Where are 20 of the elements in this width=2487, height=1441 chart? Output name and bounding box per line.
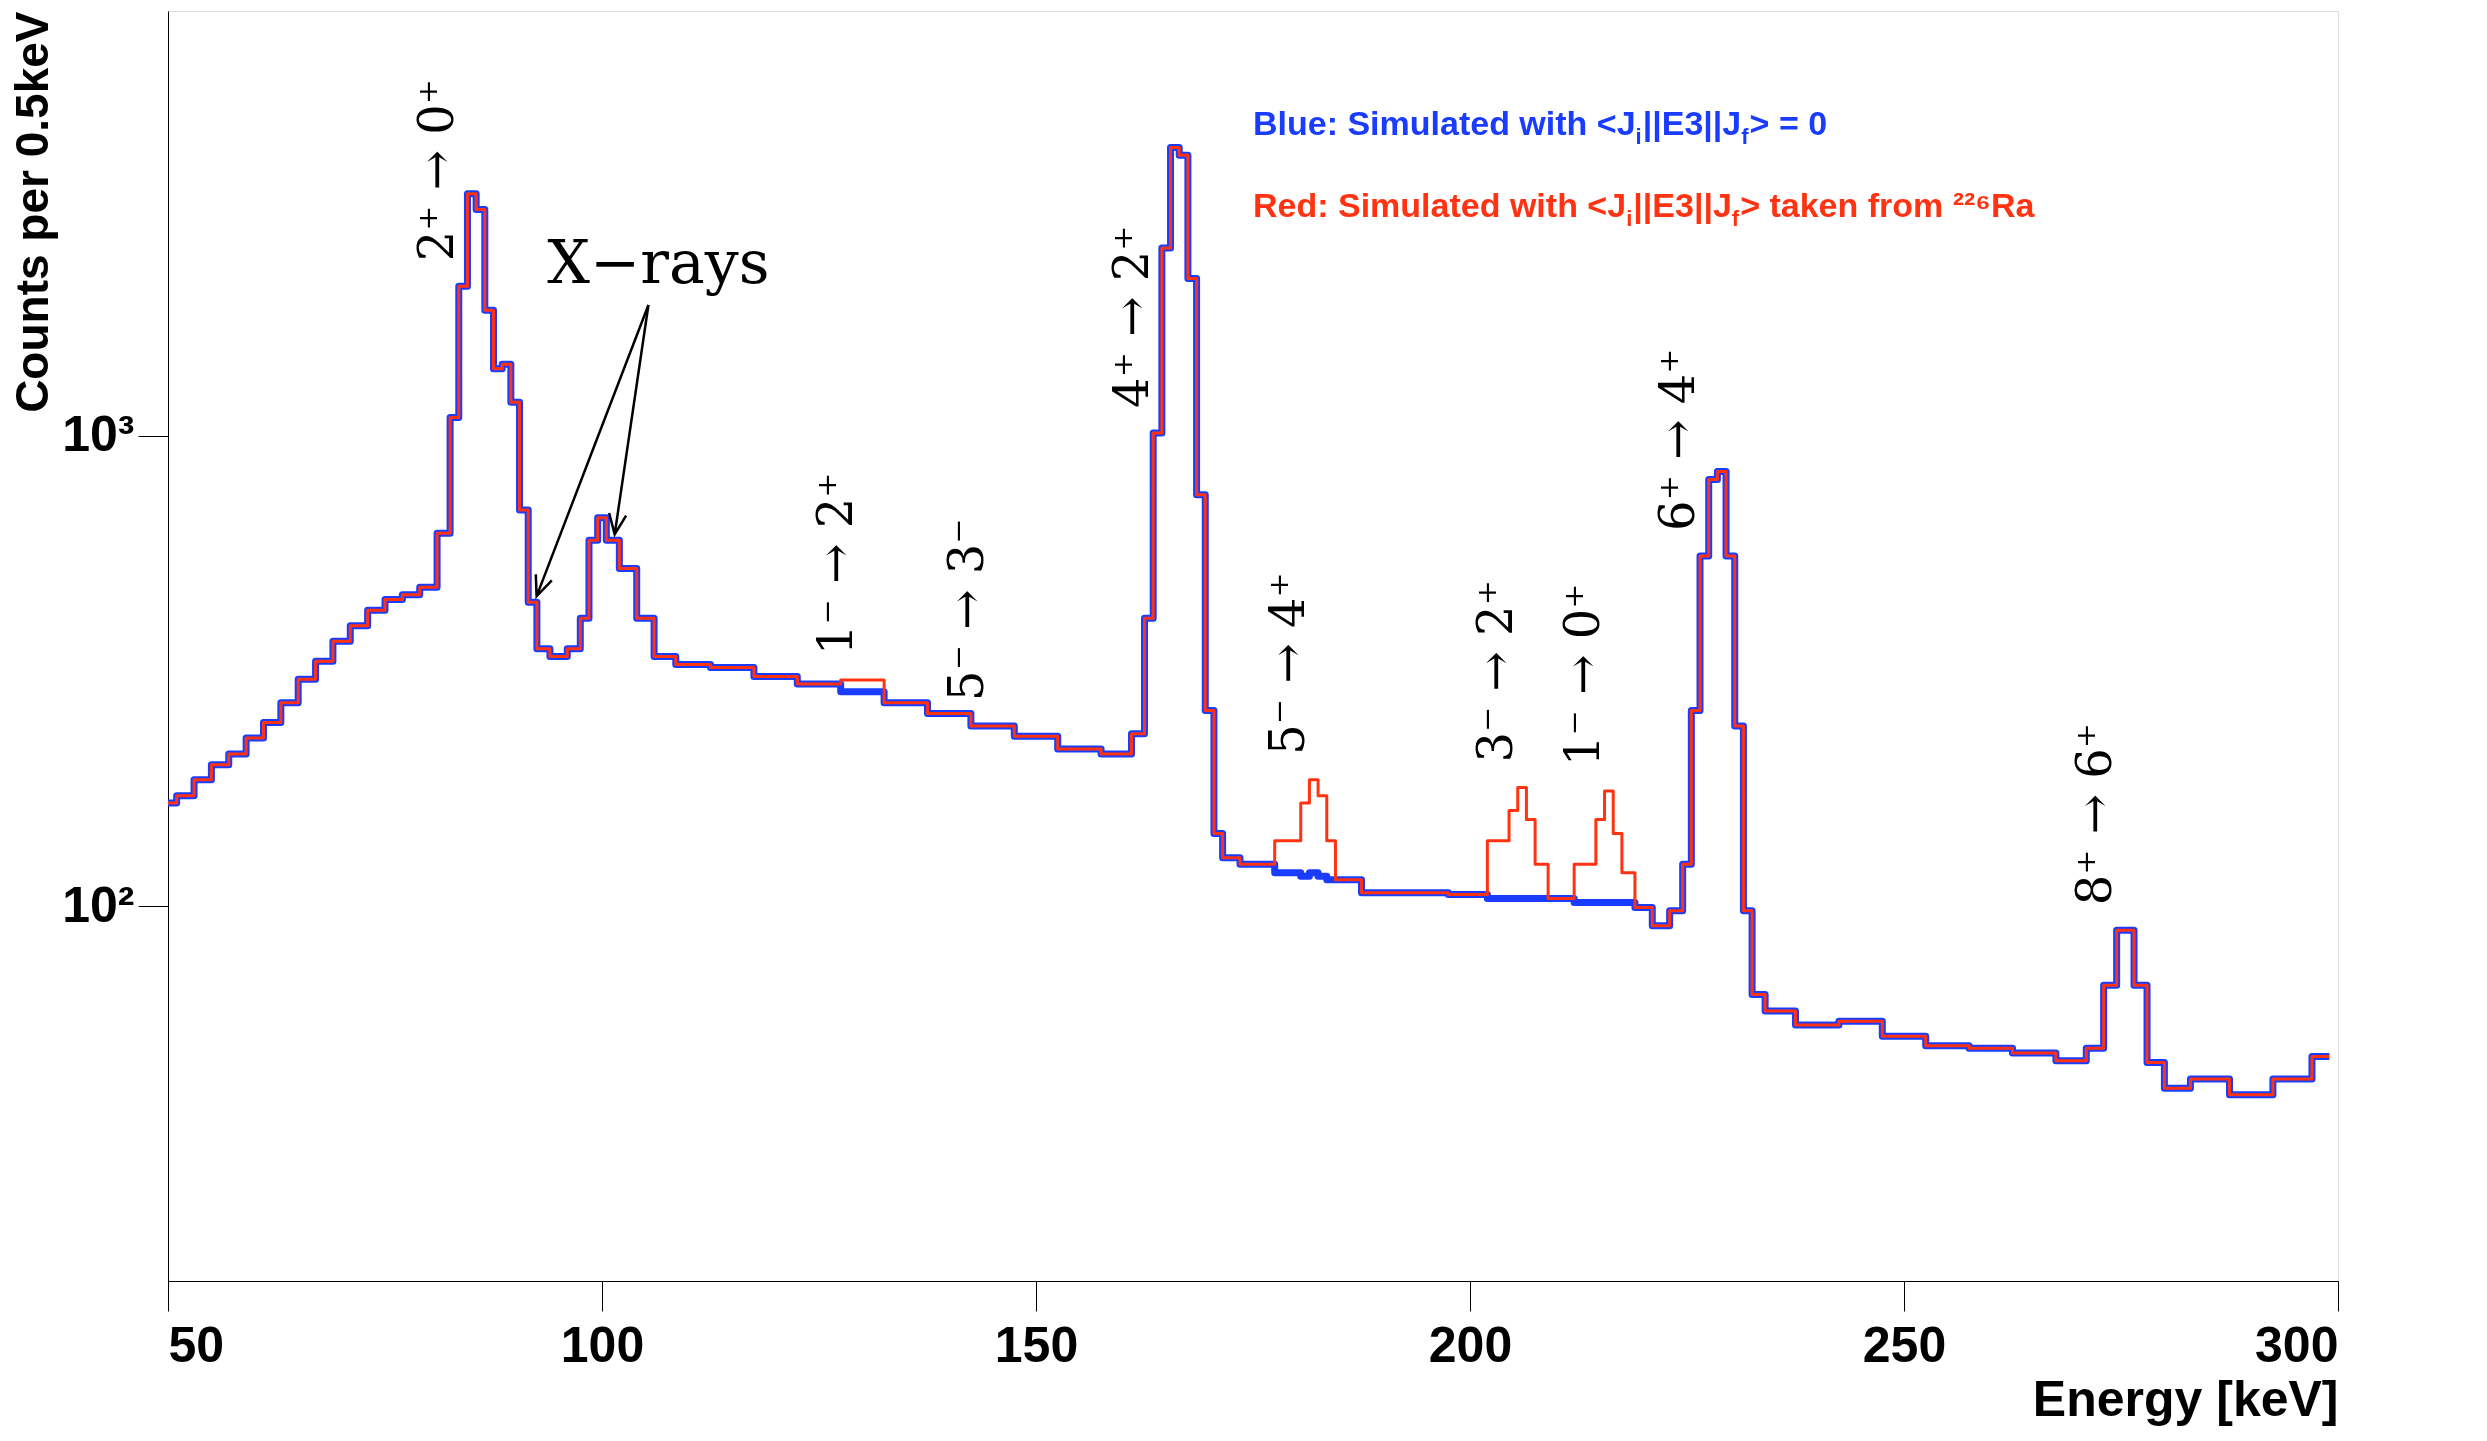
x-tick-label: 300 <box>2255 1316 2339 1373</box>
x-tick-label: 150 <box>994 1316 1079 1373</box>
y-axis-title: Counts per 0.5keV <box>6 11 59 413</box>
x-axis-title: Energy [keV] <box>2032 1370 2339 1427</box>
x-tick-label: 50 <box>168 1316 225 1373</box>
annotation: X−rays <box>547 227 770 297</box>
annotation: 5⁻ → 3⁻ <box>937 518 994 701</box>
annotation: 5⁻ → 4⁺ <box>1258 572 1315 755</box>
annotation: 2⁺ → 0⁺ <box>408 78 465 262</box>
y-tick-label: 10² <box>62 877 135 933</box>
annotation: 3⁻ → 2⁺ <box>1467 580 1524 763</box>
annotation: 4⁺ → 2⁺ <box>1102 225 1159 408</box>
annotation: 1⁻ → 2⁺ <box>807 472 864 655</box>
x-tick-label: 100 <box>560 1316 645 1373</box>
y-tick-label: 10³ <box>62 406 135 463</box>
annotation: 8⁺ → 6⁺ <box>2066 722 2122 906</box>
x-tick-label: 250 <box>1862 1316 1947 1373</box>
annotation: 1⁻ → 0⁺ <box>1553 583 1610 766</box>
x-tick-label: 200 <box>1428 1316 1513 1373</box>
annotation: 6⁺ → 4⁺ <box>1649 348 1706 531</box>
